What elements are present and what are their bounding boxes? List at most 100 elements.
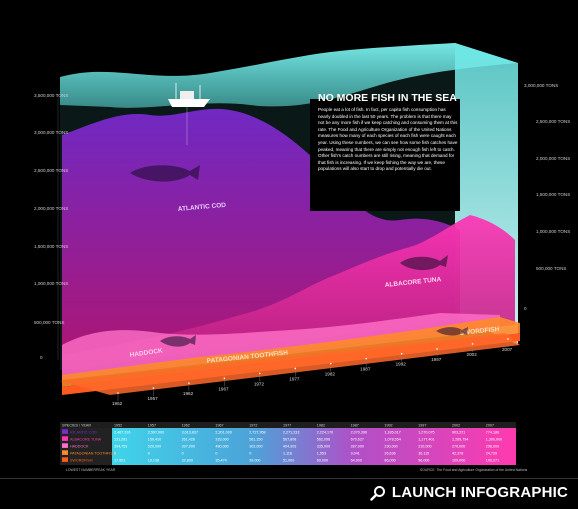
table-cell: 404,303 [283, 445, 296, 449]
magnifier-icon [370, 485, 385, 501]
x-tick-label: 2002 [467, 352, 478, 357]
table-cell: 100,271 [486, 459, 499, 463]
y-tick-label: 3,000,000 TONS [34, 130, 68, 135]
table-header-cell: 2007 [486, 424, 494, 428]
table-cell: 64,000 [351, 459, 362, 463]
x-tick-label: 1982 [325, 372, 336, 377]
x-tick-dot [117, 392, 119, 394]
table-cell: 96,000 [418, 459, 429, 463]
table-cell: 256,000 [486, 445, 499, 449]
y-tick-label: 1,500,000 TONS [34, 244, 68, 249]
table-cell: 561,150 [249, 438, 262, 442]
x-tick-label: 2007 [502, 347, 513, 352]
table-cell: 2,271,233 [283, 431, 299, 435]
x-tick-label: 1987 [360, 367, 371, 372]
table-cell: 1,270,075 [418, 431, 434, 435]
x-tick-label: 1977 [289, 376, 300, 381]
y-axis-left: 3,500,000 TONS 3,000,000 TONS 2,500,000 … [34, 93, 68, 360]
table-cell: 774,186 [486, 431, 499, 435]
footer: LAUNCH INFOGRAPHIC [0, 478, 578, 509]
launch-infographic-button[interactable]: LAUNCH INFOGRAPHIC [370, 484, 568, 501]
table-row-swatch [62, 429, 68, 434]
y-tick-label: 500,000 TONS [536, 266, 566, 271]
tuna-fish-icon [400, 255, 448, 271]
x-tick-dot [294, 367, 297, 370]
x-tick-label: 1997 [431, 357, 442, 362]
y-tick-label: 2,000,000 TONS [34, 206, 68, 211]
table-cell: 230,000 [384, 445, 397, 449]
table-cell: 903,221 [452, 431, 465, 435]
x-tick-label: 1962 [183, 391, 194, 396]
table-legend: LOWEST NUMBER PEAK YEAR SOURCE: The Food… [66, 468, 527, 472]
legend-peak: PEAK YEAR [96, 468, 116, 472]
x-tick-label: 1967 [218, 386, 229, 391]
x-tick-label: 1992 [396, 362, 407, 367]
x-tick-dot [223, 377, 226, 380]
table-cell: 335,000 [317, 445, 330, 449]
table-cell: 567,808 [283, 438, 296, 442]
table-cell: 39,000 [249, 459, 260, 463]
x-tick-dot [471, 343, 474, 345]
table-cell: 0 [114, 452, 116, 456]
table-cell: 394,753 [114, 445, 127, 449]
table-cell: 26,636 [384, 452, 395, 456]
table-cell: 30,115 [418, 452, 429, 456]
y-tick-label: 2,500,000 TONS [536, 119, 570, 124]
table-cell: 562,096 [317, 438, 330, 442]
table-cell: 670,627 [351, 438, 364, 442]
y-tick-label: 2,000,000 TONS [536, 156, 570, 161]
haddock-fish-icon [160, 335, 196, 347]
swordfish-fish-icon [436, 327, 468, 336]
fish-silhouettes [130, 165, 468, 347]
table-row-label: PATAGONIAN TOOTHFISH [70, 452, 116, 456]
fishing-boat-icon [168, 83, 210, 145]
x-tick-dot [507, 338, 509, 340]
table-row-swatch [62, 436, 68, 441]
table-cell: 32,899 [182, 459, 193, 463]
x-tick-dot [365, 357, 367, 360]
table-cell: 60,000 [317, 459, 328, 463]
series-label-swordfish: SWORDFISH [459, 326, 500, 337]
table-cell: 397,000 [182, 445, 195, 449]
table-cell: 1,300,000 [486, 438, 502, 442]
table-cell: 1,177,401 [418, 438, 434, 442]
x-tick-label: 1957 [147, 396, 158, 401]
table-header-cell: 1987 [351, 424, 359, 428]
table-cell: 302,000 [249, 445, 262, 449]
table-cell: 270,000 [452, 445, 465, 449]
y-tick-label: 500,000 TONS [34, 320, 64, 325]
y-tick-label: 1,000,000 TONS [536, 229, 570, 234]
table-cell: 0 [148, 452, 150, 456]
table-cell: 0 [249, 452, 251, 456]
table-header-cell: 1977 [283, 424, 291, 428]
table-cell: 2,201,000 [215, 431, 231, 435]
x-tick-dot [329, 362, 332, 365]
table-cell: 19,138 [148, 459, 159, 463]
table-header-cell: 1982 [317, 424, 325, 428]
table-cell: 3,013,837 [182, 431, 198, 435]
x-tick-dot [400, 352, 403, 355]
y-tick-label: 0 [40, 355, 43, 360]
table-cell: 51,000 [283, 459, 294, 463]
table-cell: 287,000 [351, 445, 364, 449]
table-header-cell: 1972 [249, 424, 257, 428]
table-cell: 24,729 [486, 452, 497, 456]
table-cell: 1,553 [317, 452, 326, 456]
x-tick-label: 1952 [112, 401, 123, 406]
table-cell: 2,727,958 [249, 431, 265, 435]
table-header-cell: 1997 [418, 424, 426, 428]
table-cell: 333,000 [215, 438, 228, 442]
table-row-label: HADDOCK [70, 445, 89, 449]
y-tick-label: 3,500,000 TONS [34, 93, 68, 98]
table-cell: 35,474 [215, 459, 226, 463]
description-panel [310, 99, 460, 211]
table-cell: 1,116 [283, 452, 292, 456]
table-cell: 2,070,396 [351, 431, 367, 435]
table-cell: 109,000 [452, 459, 465, 463]
table-cell: 480,000 [215, 445, 228, 449]
series-label-haddock: HADDOCK [129, 347, 163, 359]
table-header-cell: SPECIES / YEAR [62, 424, 91, 428]
table-cell: 86,000 [384, 459, 395, 463]
table-row-label: SWORDFISH [70, 459, 93, 463]
